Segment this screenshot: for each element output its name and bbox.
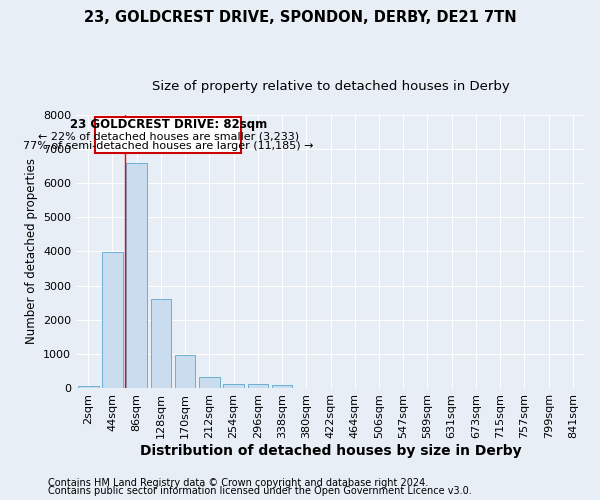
Text: Contains public sector information licensed under the Open Government Licence v3: Contains public sector information licen… [48,486,472,496]
Text: 23 GOLDCREST DRIVE: 82sqm: 23 GOLDCREST DRIVE: 82sqm [70,118,267,130]
Text: ← 22% of detached houses are smaller (3,233): ← 22% of detached houses are smaller (3,… [38,131,299,141]
Bar [78,386,98,388]
FancyBboxPatch shape [95,116,241,152]
Title: Size of property relative to detached houses in Derby: Size of property relative to detached ho… [152,80,509,93]
Text: 77% of semi-detached houses are larger (11,185) →: 77% of semi-detached houses are larger (… [23,142,313,152]
Y-axis label: Number of detached properties: Number of detached properties [25,158,38,344]
Bar [248,384,268,388]
Bar [199,376,220,388]
Bar [223,384,244,388]
Bar [272,385,292,388]
Text: Contains HM Land Registry data © Crown copyright and database right 2024.: Contains HM Land Registry data © Crown c… [48,478,428,488]
Bar [151,298,171,388]
Bar [127,163,147,388]
Bar [102,252,123,388]
Text: 23, GOLDCREST DRIVE, SPONDON, DERBY, DE21 7TN: 23, GOLDCREST DRIVE, SPONDON, DERBY, DE2… [83,10,517,25]
Bar [175,355,196,388]
X-axis label: Distribution of detached houses by size in Derby: Distribution of detached houses by size … [140,444,521,458]
